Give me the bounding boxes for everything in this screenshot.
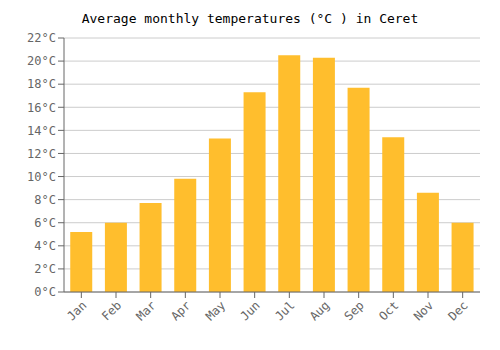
svg-text:14°C: 14°C — [27, 124, 56, 138]
svg-text:4°C: 4°C — [34, 239, 56, 253]
svg-text:Feb: Feb — [99, 298, 124, 323]
svg-text:10°C: 10°C — [27, 170, 56, 184]
svg-text:8°C: 8°C — [34, 193, 56, 207]
svg-text:Oct: Oct — [376, 298, 401, 323]
svg-text:12°C: 12°C — [27, 147, 56, 161]
svg-text:0°C: 0°C — [34, 285, 56, 299]
html-text:Average monthly temperatures (: Average monthly temperatures (°C ) in Ce… — [81, 11, 419, 26]
svg-text:2°C: 2°C — [34, 262, 56, 276]
svg-text:Dec: Dec — [446, 298, 471, 323]
svg-text:May: May — [203, 298, 228, 323]
svg-text:Mar: Mar — [134, 298, 159, 323]
svg-text:16°C: 16°C — [27, 101, 56, 115]
svg-text:Aug: Aug — [307, 298, 332, 323]
svg-text:Nov: Nov — [411, 298, 436, 323]
svg-text:Jul: Jul — [272, 298, 297, 323]
svg-text:Apr: Apr — [168, 298, 193, 323]
svg-text:22°C: 22°C — [27, 31, 56, 45]
svg-text:Jun: Jun — [238, 298, 263, 323]
svg-text:6°C: 6°C — [34, 216, 56, 230]
svg-text:Sep: Sep — [342, 298, 367, 323]
svg-text:20°C: 20°C — [27, 54, 56, 68]
svg-text:18°C: 18°C — [27, 77, 56, 91]
svg-text:Jan: Jan — [64, 298, 89, 323]
